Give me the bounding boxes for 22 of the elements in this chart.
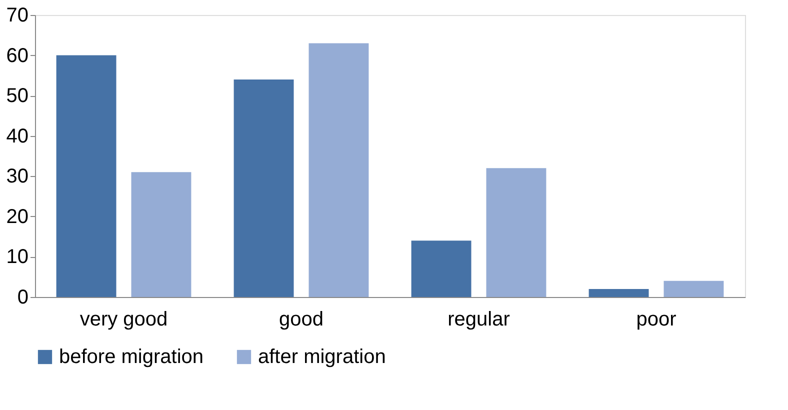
legend-label: before migration — [59, 346, 204, 368]
x-tick-label: poor — [636, 308, 677, 330]
y-tick-label: 50 — [6, 85, 28, 108]
bar — [131, 172, 192, 297]
bar — [486, 168, 546, 297]
x-tick-label: regular — [448, 308, 510, 330]
bar — [308, 43, 369, 297]
x-tick-label: good — [279, 308, 324, 330]
bar — [411, 240, 472, 297]
y-tick-label: 60 — [6, 44, 28, 67]
y-tick-label: 40 — [6, 125, 28, 148]
y-tick-label: 20 — [6, 206, 28, 228]
bar — [56, 55, 116, 297]
x-tick-label: very good — [80, 308, 168, 330]
y-tick-label: 30 — [6, 166, 28, 188]
bar — [588, 288, 649, 297]
legend-label: after migration — [258, 346, 386, 368]
y-tick-label: 70 — [6, 4, 28, 26]
y-tick-label: 10 — [6, 246, 28, 268]
y-tick-label: 0 — [17, 286, 28, 308]
bar — [664, 280, 724, 297]
bar — [234, 79, 294, 297]
